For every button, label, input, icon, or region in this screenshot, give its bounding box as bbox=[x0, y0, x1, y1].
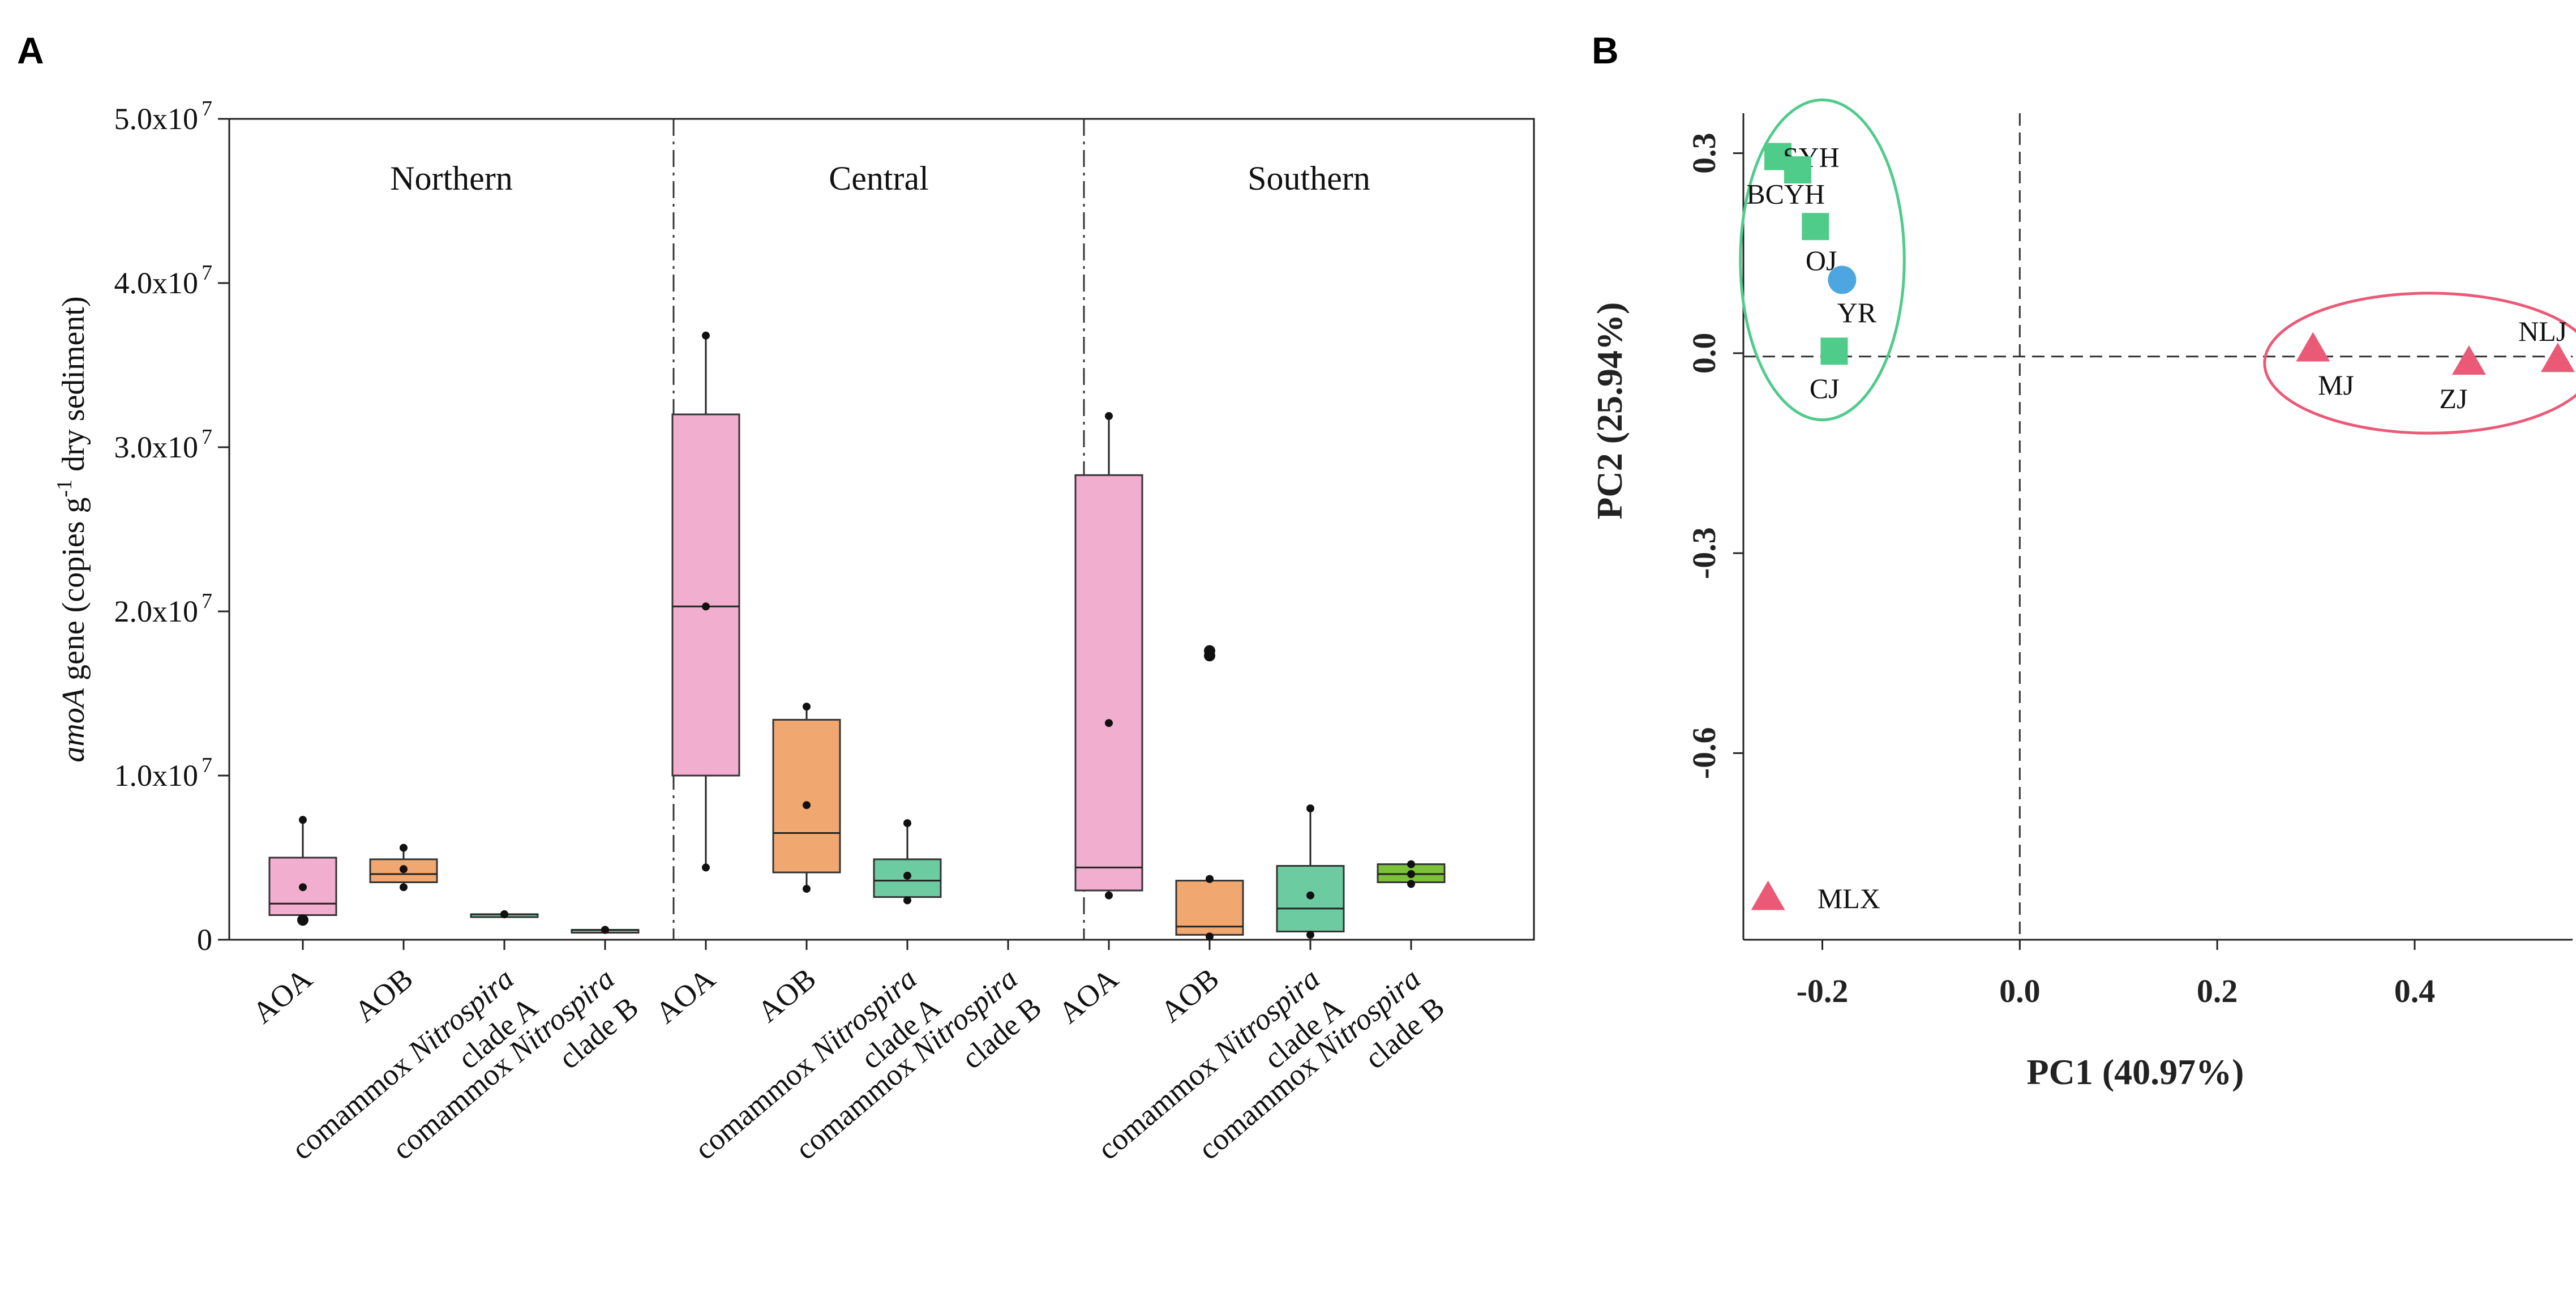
point-label-cj: CJ bbox=[1810, 372, 1840, 404]
panel-label-b: B bbox=[1592, 29, 1619, 71]
box-group bbox=[268, 816, 337, 926]
mean-point bbox=[400, 865, 408, 873]
y-tick-label: -0.6 bbox=[1686, 727, 1722, 779]
y-tick-label: 5.0x10 7 bbox=[114, 97, 213, 136]
mean-point bbox=[903, 871, 911, 880]
max-point bbox=[1407, 860, 1415, 868]
max-point bbox=[903, 819, 911, 828]
point-square bbox=[1784, 156, 1811, 184]
box-group bbox=[369, 843, 438, 892]
point-triangle bbox=[2296, 332, 2330, 362]
mean-point bbox=[299, 883, 307, 892]
max-point bbox=[1105, 412, 1113, 420]
y-tick-label: 1.0x10 7 bbox=[114, 753, 213, 793]
box-group bbox=[1377, 860, 1446, 888]
box-group bbox=[571, 926, 640, 934]
mean-point bbox=[1306, 891, 1314, 900]
max-point bbox=[803, 703, 811, 711]
max-point bbox=[1206, 875, 1214, 883]
min-point bbox=[1407, 880, 1415, 888]
min-point bbox=[903, 896, 911, 905]
max-point bbox=[702, 331, 710, 340]
mean-point bbox=[1407, 870, 1415, 878]
box-group bbox=[873, 819, 942, 905]
plot-frame-a bbox=[228, 118, 1535, 941]
mean-point bbox=[1105, 719, 1113, 727]
y-axis-title: PC2 (25.94%) bbox=[1589, 302, 1630, 520]
min-point bbox=[500, 910, 508, 919]
box-group bbox=[772, 703, 841, 893]
box bbox=[671, 413, 740, 777]
point-label-mj: MJ bbox=[2318, 369, 2354, 401]
point-circle bbox=[1828, 266, 1857, 294]
min-point bbox=[1306, 931, 1314, 939]
box-group bbox=[671, 331, 740, 872]
y-tick-label: 0.3 bbox=[1686, 132, 1722, 174]
green-cluster-ellipse bbox=[1739, 98, 1906, 422]
outlier-point bbox=[1204, 645, 1215, 657]
y-tick-label: -0.3 bbox=[1686, 527, 1722, 579]
y-tick-label: 0 bbox=[197, 923, 212, 957]
point-square bbox=[1820, 337, 1848, 365]
pca-scatter-panel: -0.2 0.0 0.2 0.4 0.3 0.0 -0.3 -0.6 PC1 (40.97%) P… bbox=[1589, 98, 2576, 1092]
point-label-bcyh: BCYH bbox=[1746, 178, 1825, 209]
x-tick-label: 0.4 bbox=[2394, 973, 2436, 1009]
x-tick-label: 0.0 bbox=[1999, 973, 2041, 1009]
point-triangle bbox=[2540, 342, 2575, 372]
point-triangle bbox=[1751, 880, 1785, 910]
min-point bbox=[702, 863, 710, 872]
box bbox=[268, 857, 337, 916]
min-point bbox=[400, 883, 408, 892]
box-group bbox=[1276, 804, 1345, 939]
red-cluster-ellipse bbox=[2263, 292, 2576, 435]
box-group bbox=[470, 910, 539, 919]
region-title: Northern bbox=[390, 160, 513, 197]
x-axis-title: PC1 (40.97%) bbox=[2027, 1052, 2244, 1092]
y-tick-label: 3.0x10 7 bbox=[114, 425, 213, 464]
box bbox=[772, 718, 841, 873]
point-label-nlj: NLJ bbox=[2518, 315, 2567, 347]
y-tick-label: 2.0x10 7 bbox=[114, 589, 213, 628]
outlier-point bbox=[297, 914, 308, 926]
mean-point bbox=[803, 801, 811, 810]
point-square bbox=[1802, 213, 1829, 241]
y-tick-label: 0.0 bbox=[1686, 333, 1722, 374]
point-label-mlx: MLX bbox=[1818, 883, 1880, 914]
point-label-zj: ZJ bbox=[2440, 383, 2468, 414]
panel-label-a: A bbox=[17, 29, 44, 71]
point-triangle bbox=[2451, 345, 2486, 375]
min-point bbox=[803, 885, 811, 893]
min-point bbox=[1206, 932, 1214, 941]
max-point bbox=[1306, 804, 1314, 812]
y-tick-label: 4.0x10 7 bbox=[114, 261, 213, 300]
max-point bbox=[299, 816, 307, 824]
mean-point bbox=[702, 602, 710, 611]
box bbox=[1074, 474, 1143, 892]
region-title: Southern bbox=[1248, 160, 1370, 197]
x-tick-label: -0.2 bbox=[1797, 973, 1849, 1009]
max-point bbox=[400, 843, 408, 852]
box-group bbox=[1074, 412, 1143, 900]
region-title: Central bbox=[829, 160, 929, 197]
y-axis-label: amoA gene (copies g-1 dry sediment) bbox=[53, 296, 91, 762]
box-group bbox=[1175, 645, 1244, 941]
min-point bbox=[601, 926, 609, 934]
point-label-yr: YR bbox=[1837, 297, 1877, 328]
min-point bbox=[1105, 891, 1113, 900]
x-tick-label: 0.2 bbox=[2197, 973, 2238, 1009]
